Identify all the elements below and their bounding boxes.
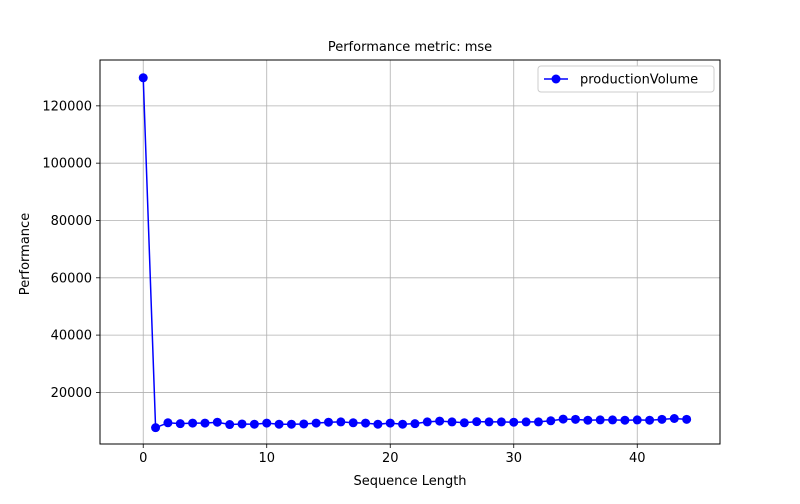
data-point [595,415,605,425]
plot-area-frame [99,59,721,445]
data-point [237,419,247,429]
x-tick-label: 30 [505,451,522,466]
legend-label: productionVolume [580,73,698,88]
data-point [583,415,593,425]
data-point [151,423,161,433]
data-point [435,416,445,426]
legend-marker-icon [551,74,561,84]
data-point [274,419,284,429]
y-axis-label: Performance [18,213,33,295]
data-point [657,414,667,424]
legend: productionVolume [537,65,715,93]
y-tick-label: 20000 [51,386,92,401]
data-point [299,419,309,429]
data-point [447,417,457,427]
data-point [311,418,321,428]
data-point [459,418,469,428]
data-point [546,416,556,426]
data-point [398,419,408,429]
data-point [472,417,482,427]
data-point [361,418,371,428]
data-point [533,417,543,427]
data-point [373,419,383,429]
x-tick-label: 20 [382,451,399,466]
y-tick-label: 40000 [51,329,92,344]
x-axis-label: Sequence Length [353,474,466,489]
data-point [163,418,173,428]
data-point [608,415,618,425]
x-tick-label: 0 [139,451,147,466]
data-point [484,417,494,427]
data-point [138,73,148,83]
y-tick-label: 100000 [42,157,92,172]
data-point [225,420,235,430]
data-point [385,418,395,428]
data-point [645,415,655,425]
data-point [348,418,358,428]
data-point [249,419,259,429]
x-tick-label: 40 [629,451,646,466]
data-point [496,417,506,427]
data-point [682,414,692,424]
legend-box [537,65,715,93]
data-point [188,418,198,428]
y-tick-label: 60000 [51,271,92,286]
data-series [138,73,692,433]
data-point [422,417,432,427]
data-point [558,414,568,424]
data-point [632,415,642,425]
data-point [200,418,210,428]
data-point [410,419,420,429]
data-point [175,419,185,429]
data-point [212,417,222,427]
grid-lines [100,60,720,444]
data-point [509,417,519,427]
data-point [620,415,630,425]
data-point [669,414,679,423]
y-tick-label: 120000 [42,99,92,114]
data-point [262,418,272,428]
data-point [336,417,346,427]
chart-title: Performance metric: mse [328,40,492,55]
y-tick-label: 80000 [51,214,92,229]
data-point [521,417,531,427]
x-tick-label: 10 [258,451,275,466]
data-point [286,419,296,429]
data-point [323,417,333,427]
data-point [571,414,580,424]
axis-ticks: 0 10 20 30 40 20000 40000 60000 80000 100000 12000… [42,99,645,466]
